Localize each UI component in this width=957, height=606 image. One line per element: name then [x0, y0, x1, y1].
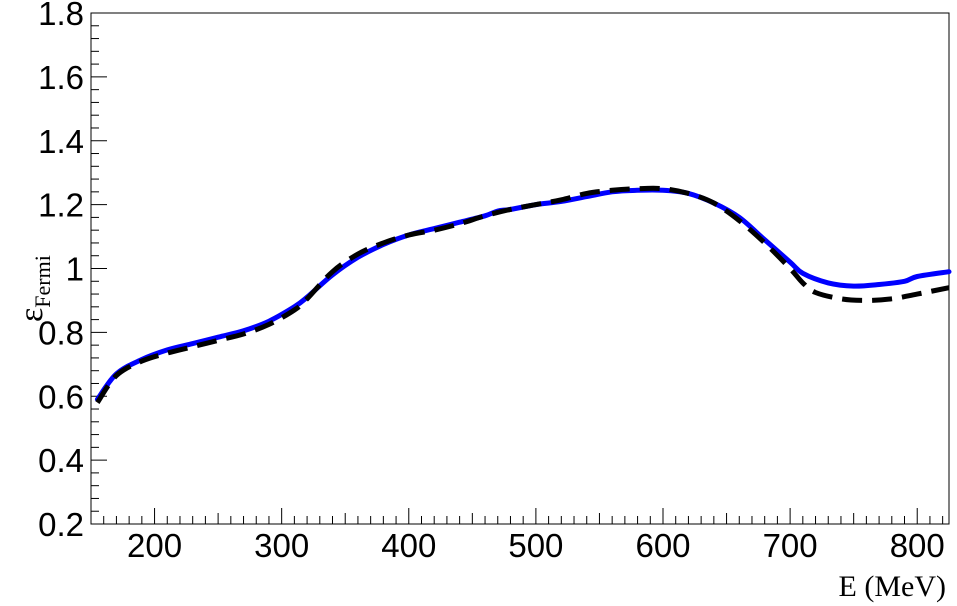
- x-tick-label: 800: [890, 527, 945, 564]
- x-tick-label: 600: [635, 527, 690, 564]
- y-tick-label: 1.2: [38, 187, 84, 224]
- y-axis-title-subscript: Fermi: [30, 255, 55, 308]
- axis-ticks: [90, 12, 944, 525]
- y-tick-label: 1.6: [38, 59, 84, 96]
- series-line-dashed: [95, 185, 950, 405]
- x-tick-label: 300: [254, 527, 309, 564]
- y-tick-label: 0.8: [38, 314, 84, 351]
- y-tick-label: 1.8: [38, 0, 84, 32]
- y-axis-title-symbol: ε: [13, 308, 50, 322]
- x-tick-label: 700: [763, 527, 818, 564]
- series-layer: [94, 185, 952, 405]
- x-tick-label: 500: [508, 527, 563, 564]
- plot-frame: [90, 12, 950, 525]
- x-tick-label: 400: [381, 527, 436, 564]
- tick-labels: 200 300 400 500 600 700 800 0.2 0.4 0.6 0.8 1 1.2 1.4…: [38, 0, 945, 564]
- y-tick-label: 1: [66, 251, 84, 288]
- x-tick-label: 200: [127, 527, 182, 564]
- y-tick-label: 0.2: [38, 506, 84, 543]
- y-tick-label: 0.6: [38, 378, 84, 415]
- y-axis-title: εFermi: [13, 255, 55, 322]
- y-tick-label: 0.4: [38, 442, 84, 479]
- x-axis-title: E (MeV): [839, 570, 946, 603]
- y-tick-label: 1.4: [38, 123, 84, 160]
